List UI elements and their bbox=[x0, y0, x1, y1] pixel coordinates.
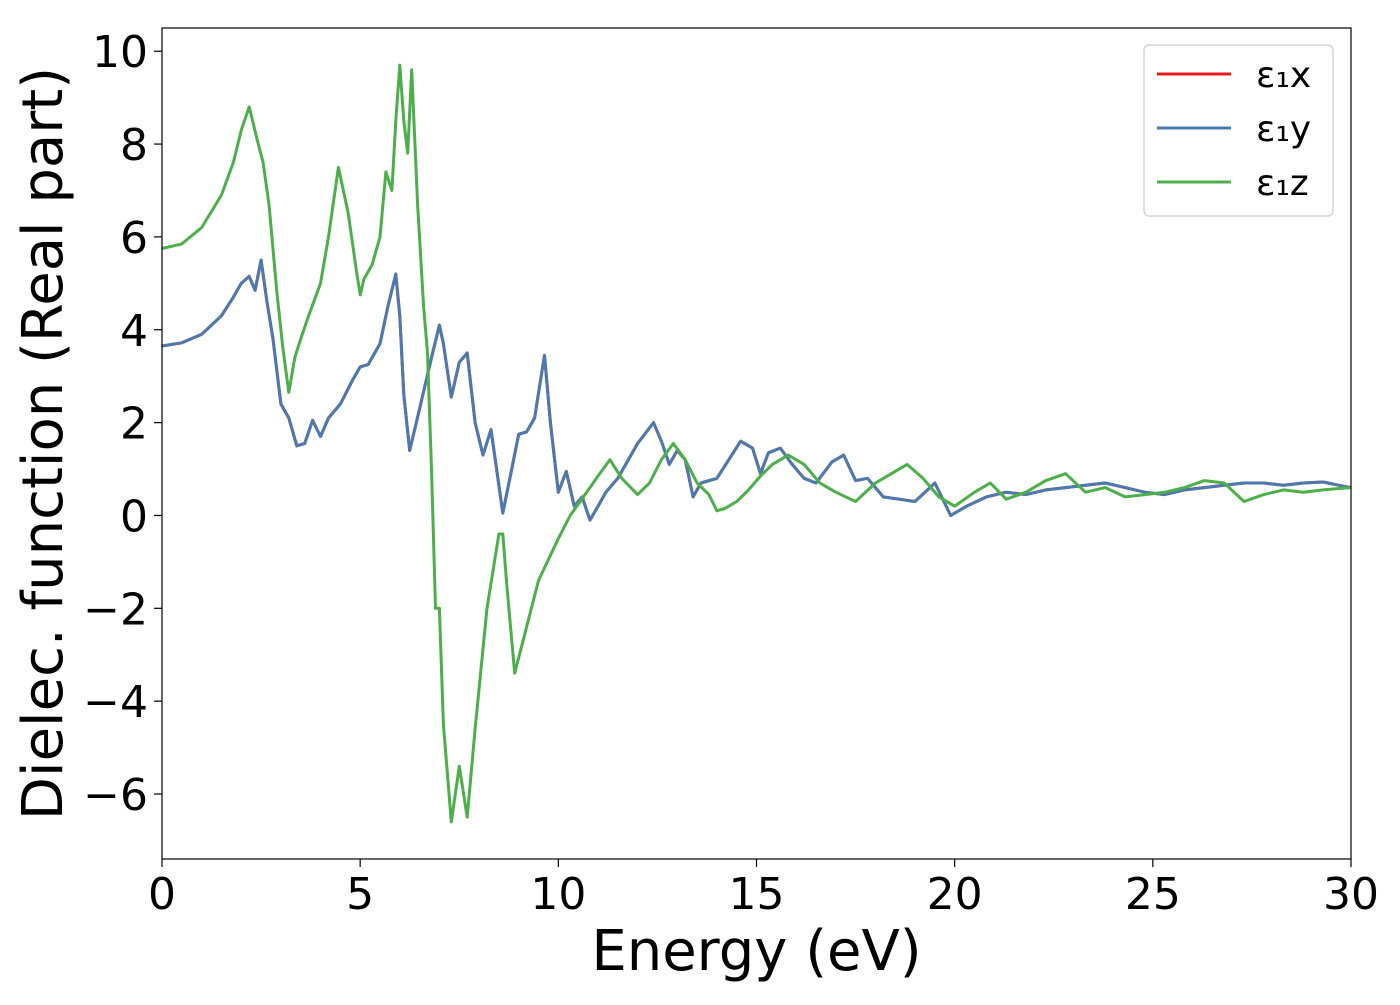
series-line-3 bbox=[162, 63, 1351, 824]
y-tick-label: 0 bbox=[120, 491, 148, 542]
y-tick-label: 4 bbox=[120, 306, 148, 357]
y-axis-ticks: −6 −4 −2 0 2 4 6 8 10 bbox=[83, 27, 162, 821]
x-axis-title: Energy (eV) bbox=[591, 919, 921, 984]
x-tick-label: 30 bbox=[1323, 869, 1379, 920]
y-tick-label: −6 bbox=[83, 770, 148, 821]
y-tick-label: 8 bbox=[120, 120, 148, 171]
y-tick-label: 6 bbox=[120, 213, 148, 264]
x-tick-label: 20 bbox=[927, 869, 983, 920]
y-axis-title: Dielec. function (Real part) bbox=[11, 67, 76, 820]
x-tick-label: 15 bbox=[729, 869, 785, 920]
legend-label-2: ε₁y bbox=[1256, 109, 1311, 150]
legend: ε₁x ε₁y ε₁z bbox=[1143, 44, 1334, 217]
x-tick-label: 5 bbox=[346, 869, 374, 920]
legend-label-3: ε₁z bbox=[1256, 163, 1309, 204]
y-tick-label: 2 bbox=[120, 399, 148, 450]
y-tick-label: 10 bbox=[92, 27, 148, 78]
x-axis-ticks: 0 5 10 15 20 25 30 bbox=[148, 859, 1379, 920]
x-tick-label: 0 bbox=[148, 869, 176, 920]
legend-box bbox=[1143, 44, 1334, 217]
x-tick-label: 10 bbox=[530, 869, 586, 920]
x-tick-label: 25 bbox=[1125, 869, 1181, 920]
y-tick-label: −2 bbox=[83, 584, 148, 635]
legend-label-1: ε₁x bbox=[1256, 55, 1311, 96]
series-line-2 bbox=[162, 258, 1351, 522]
series-layer bbox=[162, 63, 1351, 824]
y-tick-label: −4 bbox=[83, 677, 148, 728]
